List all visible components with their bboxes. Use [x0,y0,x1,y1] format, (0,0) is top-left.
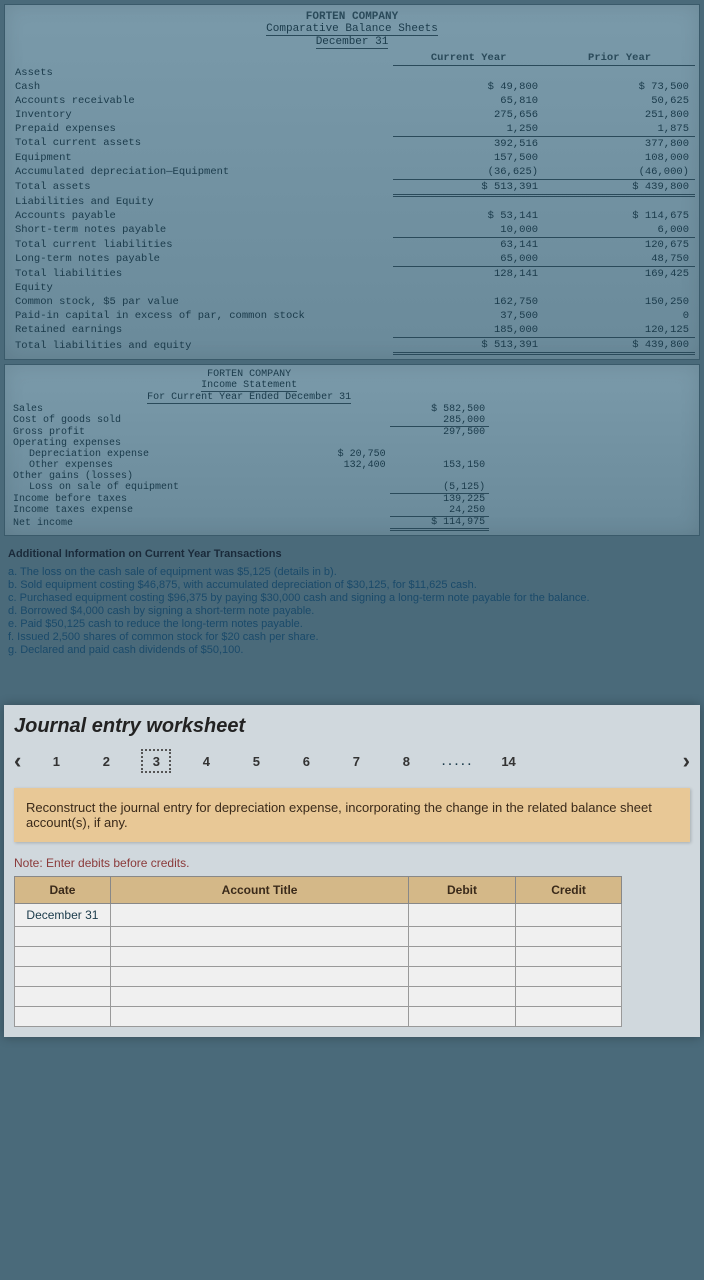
income-statement-table: FORTEN COMPANY Income Statement For Curr… [9,369,489,531]
additional-info: Additional Information on Current Year T… [0,540,704,665]
row-ltnp: Long-term notes payable65,00048,750 [9,252,695,267]
instruction-box: Reconstruct the journal entry for deprec… [14,788,690,842]
journal-worksheet-panel: Journal entry worksheet ‹ 1 2 3 4 5 6 7 … [4,705,700,1037]
income-statement-panel: FORTEN COMPANY Income Statement For Curr… [4,364,700,536]
note-text: Note: Enter debits before credits. [14,856,690,870]
info-d: d. Borrowed $4,000 cash by signing a sho… [8,605,696,617]
assets-header: Assets [9,66,393,80]
next-arrow-icon[interactable]: › [683,748,690,774]
info-g: g. Declared and paid cash dividends of $… [8,644,696,656]
tab-7[interactable]: 7 [341,749,371,773]
je-row-3 [15,947,622,967]
row-dep: Depreciation expense$ 20,750 [9,449,489,460]
bs-date: December 31 [316,36,389,49]
equity-header: Equity [9,281,393,295]
is-title: Income Statement [201,380,297,392]
th-acct: Account Title [110,877,408,904]
tab-2[interactable]: 2 [91,749,121,773]
row-gains: Other gains (losses) [9,471,489,482]
row-cogs: Cost of goods sold285,000 [9,415,489,427]
je-row-5 [15,987,622,1007]
th-debit: Debit [409,877,516,904]
row-tax: Income taxes expense24,250 [9,505,489,517]
is-period: For Current Year Ended December 31 [147,392,351,404]
info-title: Additional Information on Current Year T… [8,548,696,560]
journal-entry-table: Date Account Title Debit Credit December… [14,876,622,1027]
date-cell[interactable]: December 31 [15,904,111,927]
tab-6[interactable]: 6 [291,749,321,773]
row-tle: Total liabilities and equity$ 513,391$ 4… [9,338,695,354]
info-c: c. Purchased equipment costing $96,375 b… [8,592,696,604]
tab-8[interactable]: 8 [391,749,421,773]
row-re: Retained earnings185,000120,125 [9,323,695,338]
row-opex: Operating expenses [9,438,489,449]
tab-4[interactable]: 4 [191,749,221,773]
row-cs: Common stock, $5 par value162,750150,250 [9,295,695,309]
row-ibt: Income before taxes139,225 [9,494,489,506]
row-cash: Cash$ 49,800$ 73,500 [9,80,695,94]
row-tca: Total current assets392,516377,800 [9,136,695,151]
je-row-6 [15,1007,622,1027]
journal-title: Journal entry worksheet [14,715,690,738]
row-prepaid: Prepaid expenses1,2501,875 [9,122,695,137]
prev-arrow-icon[interactable]: ‹ [14,748,21,774]
tab-row: ‹ 1 2 3 4 5 6 7 8 ..... 14 › [14,748,690,774]
tab-1[interactable]: 1 [41,749,71,773]
row-sales: Sales$ 582,500 [9,404,489,415]
company-name: FORTEN COMPANY [9,11,695,23]
balance-sheet-table: Current Year Prior Year Assets Cash$ 49,… [9,51,695,355]
bs-header: FORTEN COMPANY Comparative Balance Sheet… [9,9,695,51]
row-gp: Gross profit297,500 [9,427,489,439]
tab-5[interactable]: 5 [241,749,271,773]
row-tl: Total liabilities128,141169,425 [9,267,695,282]
je-row-1: December 31 [15,904,622,927]
row-other: Other expenses132,400153,150 [9,460,489,471]
row-ta: Total assets$ 513,391$ 439,800 [9,179,695,195]
row-pic: Paid-in capital in excess of par, common… [9,309,695,323]
row-accdep: Accumulated depreciation—Equipment(36,62… [9,165,695,180]
tab-ellipsis: ..... [441,752,473,770]
col-current: Current Year [393,51,544,66]
acct-cell[interactable] [110,904,408,927]
row-inv: Inventory275,656251,800 [9,108,695,122]
credit-cell[interactable] [515,904,622,927]
je-row-2 [15,927,622,947]
col-prior: Prior Year [544,51,695,66]
row-equip: Equipment157,500108,000 [9,151,695,165]
row-stnp: Short-term notes payable10,0006,000 [9,223,695,238]
row-ar: Accounts receivable65,81050,625 [9,94,695,108]
is-company: FORTEN COMPANY [9,369,489,380]
row-ap: Accounts payable$ 53,141$ 114,675 [9,209,695,223]
info-a: a. The loss on the cash sale of equipmen… [8,566,696,578]
liab-header: Liabilities and Equity [9,195,393,209]
th-date: Date [15,877,111,904]
th-credit: Credit [515,877,622,904]
row-ni: Net income$ 114,975 [9,517,489,530]
info-b: b. Sold equipment costing $46,875, with … [8,579,696,591]
tab-14[interactable]: 14 [494,749,524,773]
debit-cell[interactable] [409,904,516,927]
bs-title: Comparative Balance Sheets [266,23,438,36]
info-e: e. Paid $50,125 cash to reduce the long-… [8,618,696,630]
row-loss: Loss on sale of equipment(5,125) [9,482,489,494]
row-tcl: Total current liabilities63,141120,675 [9,238,695,253]
tab-3[interactable]: 3 [141,749,171,773]
je-row-4 [15,967,622,987]
balance-sheet-panel: FORTEN COMPANY Comparative Balance Sheet… [4,4,700,360]
info-f: f. Issued 2,500 shares of common stock f… [8,631,696,643]
